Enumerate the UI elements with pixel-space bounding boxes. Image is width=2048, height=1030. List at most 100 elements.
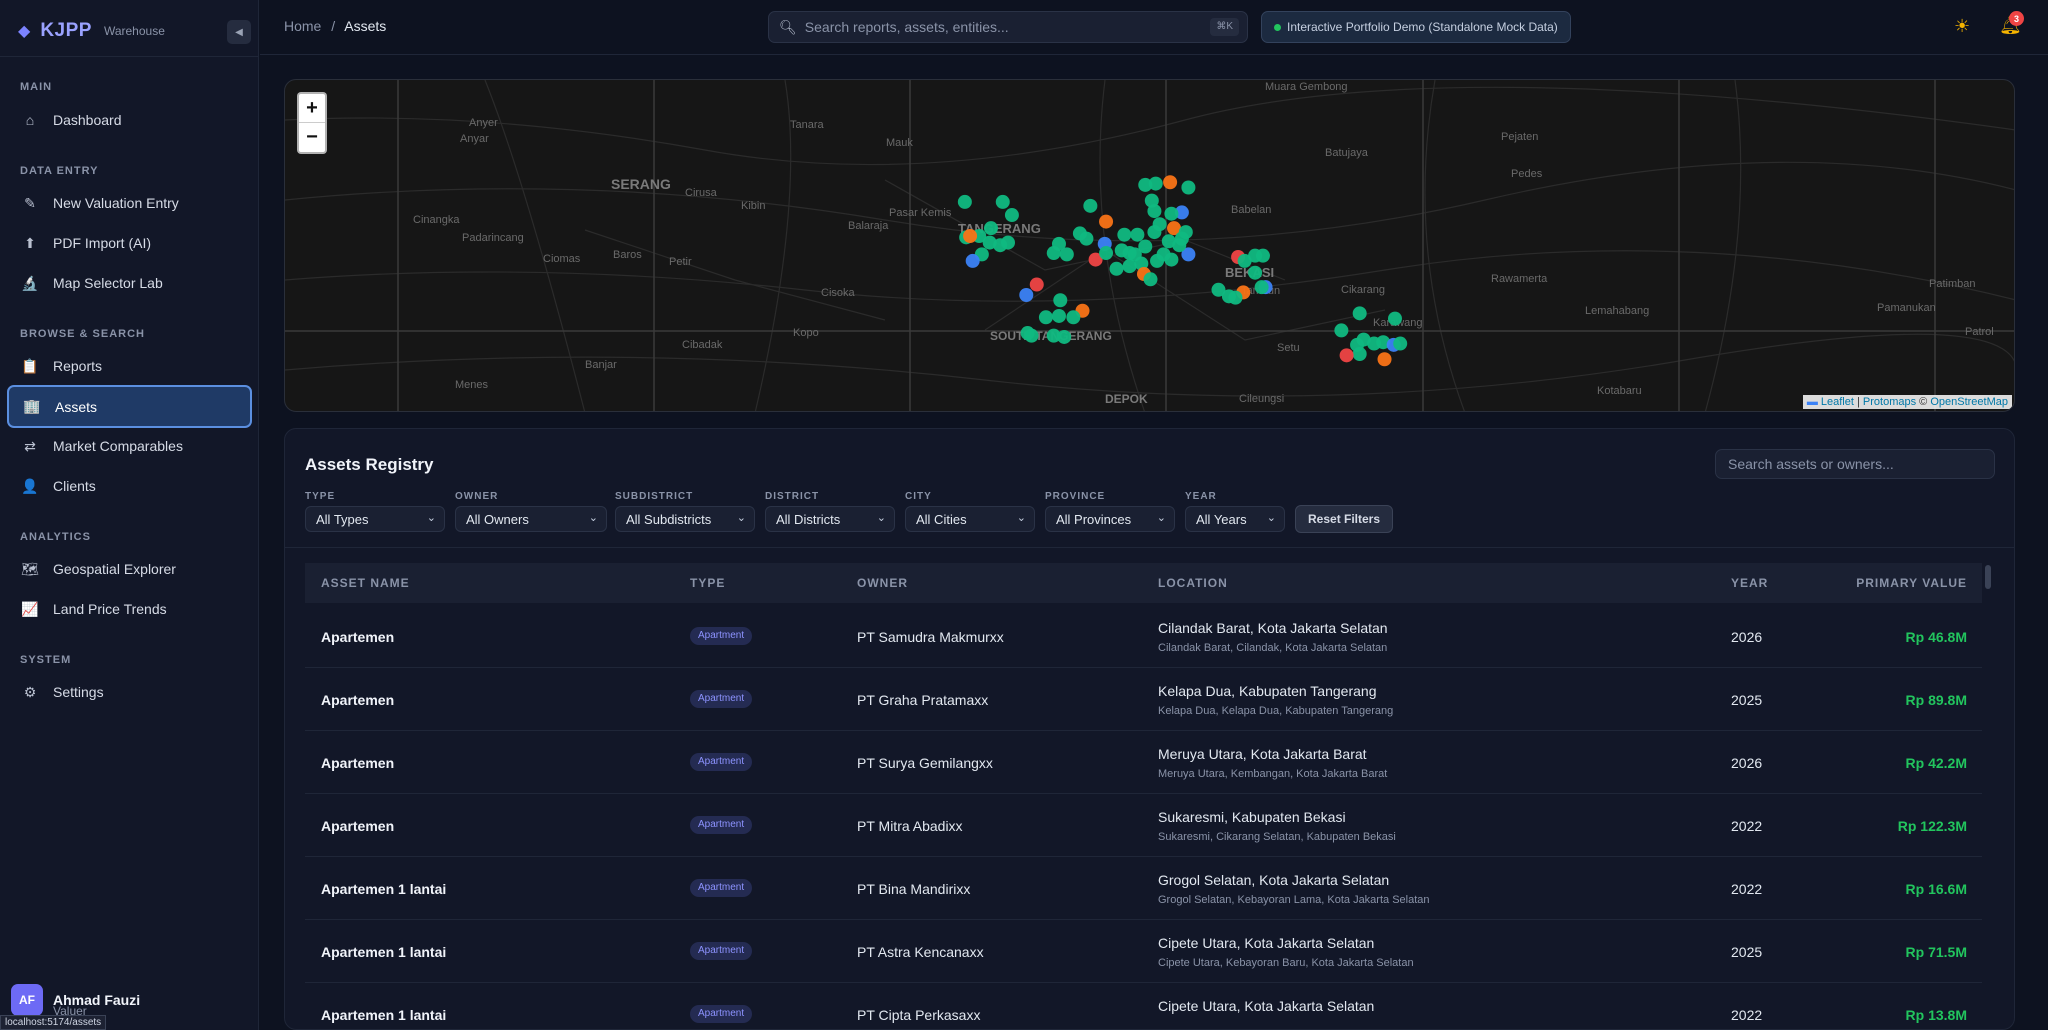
asset-marker[interactable] (982, 235, 997, 250)
asset-marker[interactable] (1164, 206, 1179, 221)
asset-marker[interactable] (1053, 293, 1068, 308)
leaflet-link[interactable]: Leaflet (1820, 396, 1854, 408)
asset-marker[interactable] (1000, 235, 1015, 250)
asset-marker[interactable] (1148, 176, 1163, 191)
sidebar-item-pdf-import[interactable]: ⬆ PDF Import (AI) (7, 223, 252, 263)
asset-marker[interactable] (1377, 352, 1392, 367)
table-row[interactable]: Apartemen Apartment PT Surya Gemilangxx … (305, 731, 1982, 794)
table-row[interactable]: Apartemen 1 lantai Apartment PT Astra Ke… (305, 920, 1982, 983)
asset-marker[interactable] (1181, 180, 1196, 195)
asset-marker[interactable] (1254, 280, 1269, 295)
asset-marker[interactable] (1046, 246, 1061, 261)
sidebar-item-land-price-trends[interactable]: 📈 Land Price Trends (7, 589, 252, 629)
asset-marker[interactable] (1079, 231, 1094, 246)
column-header-asset-name[interactable]: ASSET NAME (321, 576, 410, 590)
zoom-out-button[interactable]: − (306, 126, 318, 148)
asset-marker[interactable] (963, 229, 978, 244)
asset-marker[interactable] (1004, 208, 1019, 223)
asset-marker[interactable] (1138, 177, 1153, 192)
asset-marker[interactable] (1144, 193, 1159, 208)
sidebar-item-dashboard[interactable]: ⌂ Dashboard (7, 100, 252, 140)
sidebar-item-settings[interactable]: ⚙ Settings (7, 672, 252, 712)
map-canvas[interactable]: Anyer Anyar SERANG Cirusa Tanara Mauk Mu… (285, 80, 2015, 412)
subdistrict-select[interactable]: All Subdistricts ⌄ (615, 506, 755, 532)
asset-marker[interactable] (1138, 239, 1153, 254)
asset-search-input[interactable] (1715, 449, 1995, 479)
asset-marker[interactable] (1147, 204, 1162, 219)
brand[interactable]: ◆ KJPP Warehouse (18, 20, 165, 42)
zoom-in-button[interactable]: + (299, 94, 325, 123)
asset-marker[interactable] (1066, 310, 1081, 325)
asset-marker[interactable] (1143, 272, 1158, 287)
sidebar-item-assets[interactable]: 🏢 Assets (7, 385, 252, 428)
asset-marker[interactable] (1020, 326, 1035, 341)
asset-marker[interactable] (1178, 225, 1193, 240)
city-select[interactable]: All Cities ⌄ (905, 506, 1035, 532)
asset-marker[interactable] (1099, 246, 1114, 261)
asset-marker[interactable] (1350, 337, 1365, 352)
asset-marker[interactable] (965, 253, 980, 268)
asset-marker[interactable] (1161, 234, 1176, 249)
table-row[interactable]: Apartemen Apartment PT Mitra Abadixx Suk… (305, 794, 1982, 857)
sidebar-item-market-comparables[interactable]: ⇄ Market Comparables (7, 426, 252, 466)
asset-marker[interactable] (983, 221, 998, 236)
asset-marker[interactable] (1255, 248, 1270, 263)
district-select[interactable]: All Districts ⌄ (765, 506, 895, 532)
asset-marker[interactable] (1352, 306, 1367, 321)
asset-marker[interactable] (957, 194, 972, 209)
asset-marker[interactable] (1127, 247, 1142, 262)
asset-marker[interactable] (1211, 282, 1226, 297)
type-select[interactable]: All Types ⌄ (305, 506, 445, 532)
asset-marker[interactable] (1109, 261, 1124, 276)
asset-marker[interactable] (1163, 175, 1178, 190)
asset-markers[interactable] (957, 175, 1408, 367)
table-row[interactable]: Apartemen 1 lantai Apartment PT Bina Man… (305, 857, 1982, 920)
asset-marker[interactable] (1152, 217, 1167, 232)
asset-marker[interactable] (1393, 336, 1408, 351)
asset-marker[interactable] (1038, 310, 1053, 325)
asset-marker[interactable] (1122, 259, 1137, 274)
collapse-sidebar-button[interactable]: ◀ (227, 20, 251, 44)
protomaps-link[interactable]: Protomaps (1862, 396, 1917, 408)
asset-marker[interactable] (995, 194, 1010, 209)
sidebar-item-map-selector-lab[interactable]: 🔬 Map Selector Lab (7, 263, 252, 303)
assets-map[interactable]: Anyer Anyar SERANG Cirusa Tanara Mauk Mu… (284, 79, 2015, 412)
column-header-year[interactable]: YEAR (1731, 576, 1769, 590)
asset-marker[interactable] (1088, 252, 1103, 267)
owner-select[interactable]: All Owners ⌄ (455, 506, 607, 532)
asset-marker[interactable] (1046, 328, 1061, 343)
asset-marker[interactable] (1237, 253, 1252, 268)
table-row[interactable]: Apartemen 1 lantai Apartment PT Cipta Pe… (305, 983, 1982, 1029)
osm-link[interactable]: OpenStreetMap (1930, 396, 2008, 408)
asset-marker[interactable] (1174, 205, 1189, 220)
asset-marker[interactable] (1164, 252, 1179, 267)
column-header-location[interactable]: LOCATION (1158, 576, 1228, 590)
asset-marker[interactable] (1221, 289, 1236, 304)
asset-marker[interactable] (1114, 243, 1129, 258)
sidebar-item-reports[interactable]: 📋 Reports (7, 346, 252, 386)
asset-marker[interactable] (1029, 277, 1044, 292)
asset-marker[interactable] (1181, 247, 1196, 262)
asset-marker[interactable] (1117, 227, 1132, 242)
table-row[interactable]: Apartemen Apartment PT Samudra Makmurxx … (305, 605, 1982, 668)
asset-marker[interactable] (1057, 329, 1072, 344)
theme-toggle-sun-icon[interactable]: ☀ (1954, 16, 1971, 36)
column-header-primary-value[interactable]: PRIMARY VALUE (1856, 576, 1967, 590)
asset-marker[interactable] (1059, 247, 1074, 262)
reset-filters-button[interactable]: Reset Filters (1295, 505, 1394, 533)
asset-marker[interactable] (1019, 288, 1034, 303)
asset-marker[interactable] (1083, 198, 1098, 213)
table-scrollbar[interactable] (1985, 565, 1991, 589)
asset-marker[interactable] (1051, 308, 1066, 323)
table-row[interactable]: Apartemen Apartment PT Graha Pratamaxx K… (305, 668, 1982, 731)
global-search[interactable]: 🔍︎ ⌘K (768, 11, 1248, 43)
asset-marker[interactable] (1248, 265, 1263, 280)
asset-marker[interactable] (1339, 348, 1354, 363)
sidebar-item-geospatial-explorer[interactable]: 🗺 Geospatial Explorer (7, 549, 252, 589)
asset-marker[interactable] (1376, 335, 1391, 350)
province-select[interactable]: All Provinces ⌄ (1045, 506, 1175, 532)
breadcrumb-home[interactable]: Home (284, 18, 322, 34)
year-select[interactable]: All Years ⌄ (1185, 506, 1285, 532)
global-search-input[interactable] (804, 19, 1205, 35)
sidebar-item-new-valuation-entry[interactable]: ✎ New Valuation Entry (7, 183, 252, 223)
